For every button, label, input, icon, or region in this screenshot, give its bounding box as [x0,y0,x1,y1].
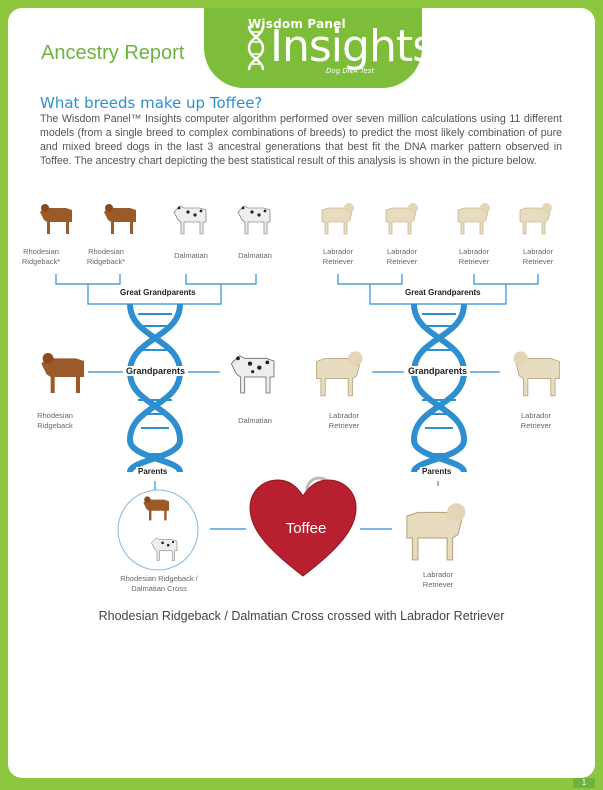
ancestry-tree-lines [55,274,539,571]
parent-label-labrador: Labrador Retriever [422,570,454,589]
ancestry-caption: Rhodesian Ridgeback / Dalmatian Cross cr… [98,609,505,623]
dalmatian-icon [173,205,207,235]
dalmatian-icon [237,205,271,235]
rhodesian-ridgeback-icon [41,353,84,393]
page-number: 1 [573,778,595,788]
labrador-retriever-icon [513,351,560,397]
dna-helix-icon-right [410,303,468,474]
labrador-retriever-icon [385,203,418,235]
grandparents-label-left: Grandparents [124,366,188,376]
dna-logo-icon [246,25,266,71]
grandparent-label: Labrador Retriever [328,411,360,430]
rhodesian-ridgeback-icon [104,204,136,234]
dna-helix-icon-left [126,303,184,474]
brand-top-text: Wisdom Panel [248,17,346,31]
grandparent-label: Dalmatian [238,416,272,425]
dalmatian-icon [230,355,275,394]
rhodesian-ridgeback-icon [143,496,169,521]
great-grandparent-label: Rhodesian Ridgeback* [86,247,126,266]
brand-subtitle: Dog DNA Test [326,67,375,75]
great-grandparent-label: Labrador Retriever [522,247,554,266]
grandparent-label: Rhodesian Ridgeback [37,411,73,430]
labrador-retriever-icon [457,203,490,235]
labrador-retriever-icon [321,203,354,235]
great-grandparents-label-right: Great Grandparents [403,288,483,297]
heart-tag-icon [249,476,357,577]
parents-label-left: Parents [136,467,170,476]
section-title: What breeds make up Toffee? [40,94,263,112]
intro-paragraph: The Wisdom Panel™ Insights computer algo… [40,113,562,167]
grandparent-label: Labrador Retriever [520,411,552,430]
header-brand-tab [204,8,422,88]
great-grandparent-label: Rhodesian Ridgeback* [21,247,61,266]
parents-label-right: Parents [420,467,454,476]
labrador-retriever-icon [406,503,466,561]
labrador-retriever-icon [316,351,363,397]
parent-circle [117,489,199,571]
great-grandparent-label: Labrador Retriever [386,247,418,266]
great-grandparent-label: Dalmatian [238,251,272,260]
grandparents-label-right: Grandparents [406,366,470,376]
rhodesian-ridgeback-icon [40,204,72,234]
great-grandparent-label: Labrador Retriever [322,247,354,266]
dog-name: Toffee [285,520,327,537]
dalmatian-icon [151,537,178,561]
brand-logo-text: Insights [270,21,435,72]
great-grandparents-label-left: Great Grandparents [118,288,198,297]
great-grandparent-label: Labrador Retriever [458,247,490,266]
great-grandparent-label: Dalmatian [174,251,208,260]
labrador-retriever-icon [519,203,552,235]
report-page: Wisdom Panel Insights Dog DNA Test Ances… [8,8,595,778]
parent-label-cross: Rhodesian Ridgeback / Dalmatian Cross [120,574,198,593]
page-title: Ancestry Report [41,42,185,64]
